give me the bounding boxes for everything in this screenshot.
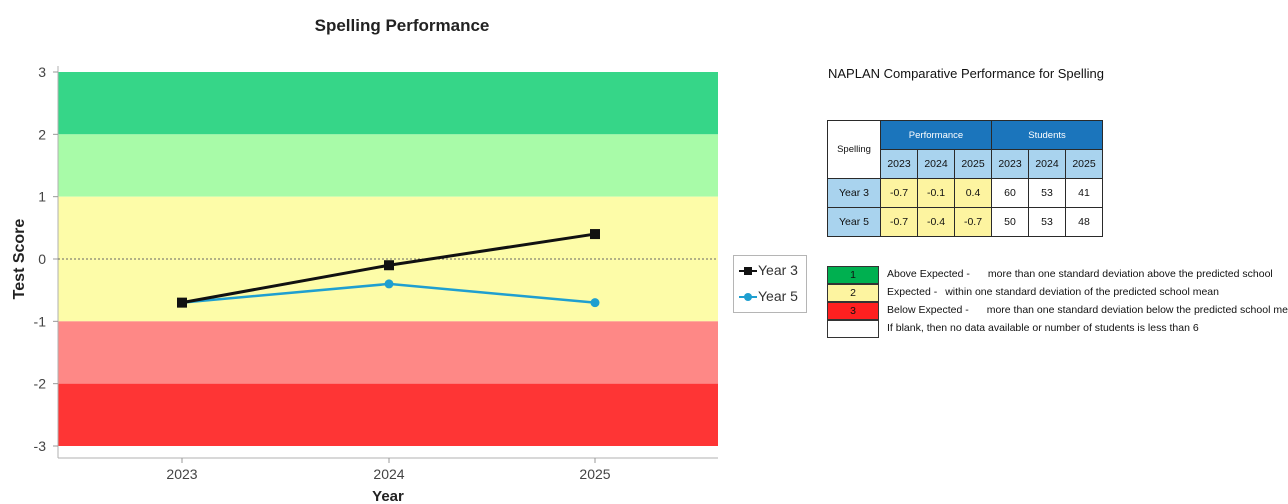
performance-band xyxy=(58,321,718,384)
table-corner-label: Spelling xyxy=(827,120,881,179)
y-tick-label: -1 xyxy=(34,313,47,329)
x-tick-label: 2024 xyxy=(373,466,404,482)
data-point-year-3 xyxy=(177,297,187,308)
performance-band xyxy=(58,134,718,197)
table-row: Year 5 -0.7 -0.4 -0.7 50 53 48 xyxy=(827,207,1103,237)
chart-title: Spelling Performance xyxy=(315,16,490,35)
y-tick-label: 2 xyxy=(38,126,46,142)
performance-band xyxy=(58,72,718,135)
students-cell: 60 xyxy=(991,178,1029,208)
data-point-year-3 xyxy=(384,260,394,271)
y-tick-label: 3 xyxy=(38,64,46,80)
y-tick-label: -3 xyxy=(34,438,47,454)
chart: 3 2 1 0 -1 -2 -3 2023 2024 2025 Spelling Performan… xyxy=(11,16,718,504)
row-label: Year 5 xyxy=(827,207,881,237)
key-swatch: 1 xyxy=(827,266,879,284)
x-axis-label: Year xyxy=(372,488,404,504)
legend-marker-year-5 xyxy=(739,293,757,302)
year-header: 2023 xyxy=(991,149,1029,179)
key-text: If blank, then no data available or numb… xyxy=(887,322,1199,334)
y-tick-label: 1 xyxy=(38,189,46,205)
students-cell: 50 xyxy=(991,207,1029,237)
students-cell: 53 xyxy=(1028,207,1066,237)
year-header: 2023 xyxy=(880,149,918,179)
legend-marker-year-3 xyxy=(739,267,757,276)
x-tick-label: 2025 xyxy=(579,466,610,482)
y-tick-label: -2 xyxy=(34,376,47,392)
legend-label-year-3: Year 3 xyxy=(758,262,798,278)
data-point-year-5 xyxy=(590,298,600,308)
data-point-year-3 xyxy=(590,229,600,240)
legend-item-year-5[interactable]: Year 5 xyxy=(738,288,798,304)
performance-cell: 0.4 xyxy=(954,178,992,208)
key-label: Above Expected - xyxy=(887,268,970,280)
row-label: Year 3 xyxy=(827,178,881,208)
year-header: 2024 xyxy=(917,149,955,179)
panel-title: NAPLAN Comparative Performance for Spell… xyxy=(828,66,1105,81)
performance-cell: -0.1 xyxy=(917,178,955,208)
performance-cell: -0.7 xyxy=(954,207,992,237)
key-swatch xyxy=(827,320,879,338)
performance-cell: -0.4 xyxy=(917,207,955,237)
students-cell: 41 xyxy=(1065,178,1103,208)
key-swatch: 3 xyxy=(827,302,879,320)
table-row: Year 3 -0.7 -0.1 0.4 60 53 41 xyxy=(827,178,1103,208)
data-point-year-5 xyxy=(384,279,394,289)
y-axis-label: Test Score xyxy=(11,219,28,300)
performance-band xyxy=(58,383,718,446)
key-label: If blank, then no data available or numb… xyxy=(887,322,1199,334)
students-cell: 53 xyxy=(1028,178,1066,208)
legend-label-year-5: Year 5 xyxy=(758,288,798,304)
key-label: Expected - xyxy=(887,286,938,298)
performance-cell: -0.7 xyxy=(880,178,918,208)
y-tick-label: 0 xyxy=(38,251,46,267)
performance-table: Spelling Performance Students 2023 2024 … xyxy=(827,120,1103,237)
year-header: 2025 xyxy=(1065,149,1103,179)
chart-legend: Year 3 Year 5 xyxy=(733,255,807,313)
group-header-performance: Performance xyxy=(880,120,992,150)
key-text: Above Expected - more than one standard d… xyxy=(887,268,1273,280)
legend-item-year-3[interactable]: Year 3 xyxy=(738,262,798,278)
x-tick-label: 2023 xyxy=(166,466,197,482)
key-description: within one standard deviation of the pre… xyxy=(945,286,1219,298)
year-header: 2025 xyxy=(954,149,992,179)
key-swatch: 2 xyxy=(827,284,879,302)
key-text: Below Expected - more than one standard d… xyxy=(887,304,1288,316)
year-header: 2024 xyxy=(1028,149,1066,179)
key-text: Expected - within one standard deviation … xyxy=(887,286,1219,298)
key-description: more than one standard deviation below t… xyxy=(986,304,1288,316)
group-header-students: Students xyxy=(991,120,1103,150)
key-label: Below Expected - xyxy=(887,304,969,316)
performance-cell: -0.7 xyxy=(880,207,918,237)
students-cell: 48 xyxy=(1065,207,1103,237)
key-description: more than one standard deviation above t… xyxy=(987,268,1273,280)
